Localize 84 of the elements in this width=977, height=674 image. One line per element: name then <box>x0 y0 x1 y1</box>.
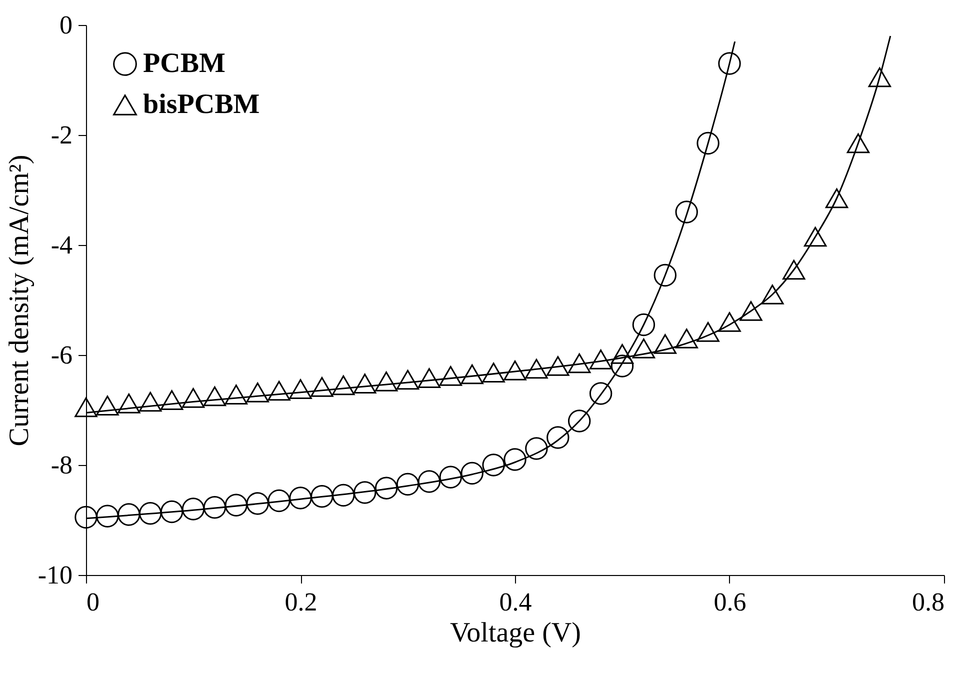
point <box>310 485 334 508</box>
point <box>332 484 355 507</box>
point <box>268 489 290 512</box>
point <box>868 67 892 88</box>
point <box>332 375 355 396</box>
point <box>418 470 441 493</box>
point <box>160 500 184 524</box>
point <box>740 301 762 321</box>
y-tick-label: -8 <box>50 450 72 480</box>
point <box>460 462 484 485</box>
point <box>396 370 420 390</box>
y-tick-label: -10 <box>38 560 72 590</box>
point <box>138 502 162 525</box>
point <box>182 388 205 408</box>
x-tick-label: 0.8 <box>912 588 944 616</box>
point <box>224 494 248 516</box>
point <box>718 312 741 332</box>
point <box>482 454 505 476</box>
point <box>804 226 827 247</box>
point <box>525 437 548 460</box>
point <box>696 132 720 155</box>
point <box>546 356 570 376</box>
point <box>782 260 806 280</box>
point <box>353 374 376 394</box>
point <box>696 322 720 342</box>
x-tick-label: 0 <box>86 588 100 616</box>
point <box>374 371 398 392</box>
point <box>160 390 184 410</box>
legend-label: PCBM <box>143 48 226 79</box>
x-axis-title: Voltage (V) <box>450 618 581 648</box>
point <box>374 476 398 500</box>
y-axis-title: Current density (mA/cm²) <box>4 154 35 446</box>
point <box>74 506 98 529</box>
point <box>96 504 119 528</box>
point <box>610 354 634 378</box>
point <box>439 466 462 488</box>
point <box>246 492 269 515</box>
point <box>825 188 848 208</box>
point <box>418 368 441 388</box>
point <box>504 448 526 471</box>
y-tick-label: -2 <box>50 120 72 150</box>
point <box>118 393 140 414</box>
point <box>138 392 162 412</box>
point <box>224 384 248 405</box>
point <box>460 364 484 384</box>
point <box>610 344 634 364</box>
point <box>203 386 226 406</box>
point <box>546 426 570 449</box>
point <box>289 379 312 400</box>
point <box>289 486 312 510</box>
point <box>675 328 698 348</box>
point <box>632 338 656 358</box>
x-tick-label: 0.4 <box>499 588 532 616</box>
y-tick-label: 0 <box>60 10 72 40</box>
point <box>654 264 677 287</box>
x-tick-label: 0.2 <box>284 588 318 616</box>
point <box>396 472 420 496</box>
point <box>632 313 656 336</box>
point <box>310 376 334 397</box>
point <box>589 349 612 370</box>
point <box>675 200 698 224</box>
x-tick-label: 0.6 <box>714 588 746 616</box>
point <box>718 52 741 75</box>
point <box>353 481 376 504</box>
point <box>439 366 462 386</box>
point <box>761 284 784 304</box>
point <box>525 358 548 379</box>
point <box>504 360 526 380</box>
legend-label: bisPCBM <box>143 89 260 120</box>
point <box>118 503 140 526</box>
point <box>589 382 612 405</box>
point <box>182 498 205 520</box>
point <box>268 380 290 401</box>
point <box>846 133 870 154</box>
point <box>74 397 98 418</box>
point <box>246 382 269 402</box>
y-tick-label: -6 <box>50 340 72 370</box>
y-tick-label: -4 <box>50 230 72 260</box>
point <box>654 334 677 354</box>
point <box>568 353 591 374</box>
point <box>568 410 591 432</box>
point <box>203 496 226 519</box>
point <box>96 396 119 416</box>
point <box>482 362 505 383</box>
